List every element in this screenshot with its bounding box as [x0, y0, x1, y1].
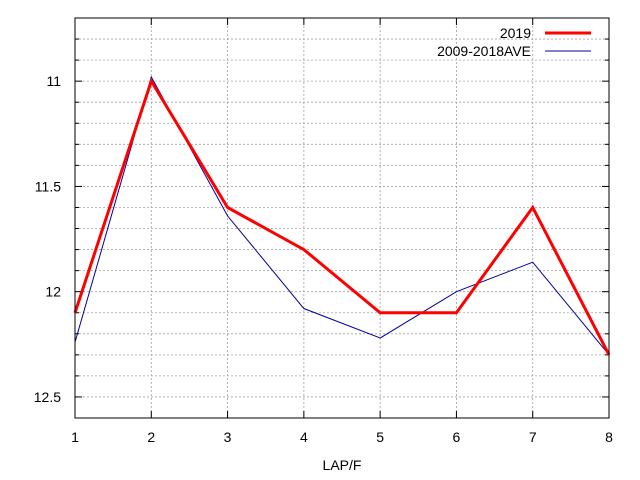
x-tick-label: 2 — [147, 429, 155, 445]
legend-label: 2019 — [500, 25, 531, 41]
legend: 2019 2009-2018AVE — [437, 25, 591, 59]
x-tick-label: 8 — [605, 429, 613, 445]
series-lines — [73, 75, 611, 356]
y-tick-label: 12.5 — [34, 389, 61, 405]
x-tick-label: 3 — [224, 429, 232, 445]
series-line-average — [74, 75, 610, 356]
x-tick-label: 5 — [376, 429, 384, 445]
x-axis-label: LAP/F — [323, 457, 362, 473]
x-tick-label: 1 — [71, 429, 79, 445]
grid — [75, 18, 609, 418]
plot-frame — [74, 17, 610, 419]
series-line-current — [73, 77, 611, 356]
x-tick-label: 4 — [300, 429, 308, 445]
x-tick-label: 7 — [529, 429, 537, 445]
x-tick-label: 6 — [453, 429, 461, 445]
y-tick-label: 12 — [45, 284, 61, 300]
legend-label: 2009-2018AVE — [437, 43, 531, 59]
axis-ticks — [74, 18, 610, 418]
y-tick-label: 11.5 — [35, 178, 61, 194]
y-tick-label: 11 — [46, 73, 61, 89]
